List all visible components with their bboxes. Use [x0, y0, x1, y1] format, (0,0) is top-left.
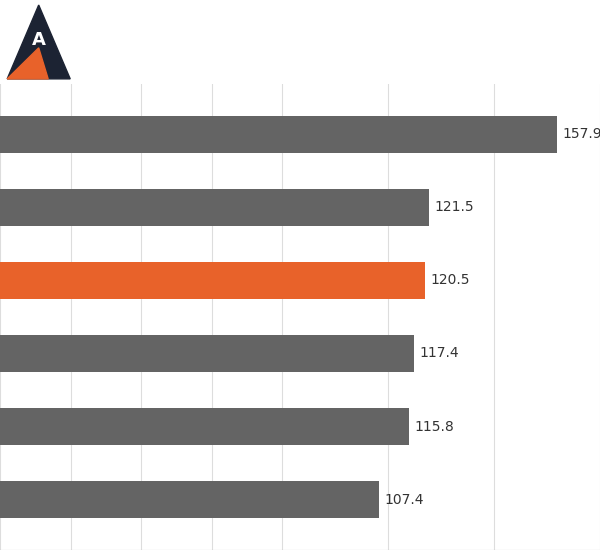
Text: A: A	[32, 31, 46, 50]
Polygon shape	[7, 5, 70, 79]
Text: 115.8: 115.8	[414, 420, 454, 433]
Text: 107.4: 107.4	[385, 493, 424, 507]
Text: MB/s - Higher is Better: MB/s - Higher is Better	[87, 58, 243, 73]
Text: 117.4: 117.4	[419, 346, 459, 360]
Polygon shape	[7, 48, 48, 79]
Text: 157.9: 157.9	[563, 127, 600, 141]
Bar	[0, 481, 379, 518]
Bar	[0, 189, 429, 226]
Bar	[0, 335, 415, 372]
Bar	[0, 408, 409, 445]
Text: 121.5: 121.5	[434, 200, 474, 214]
Bar	[0, 262, 425, 299]
Bar	[0, 116, 557, 152]
Text: Desktop Iometer - 128KB Sequential Read: Desktop Iometer - 128KB Sequential Read	[87, 18, 600, 41]
Text: 120.5: 120.5	[431, 273, 470, 288]
